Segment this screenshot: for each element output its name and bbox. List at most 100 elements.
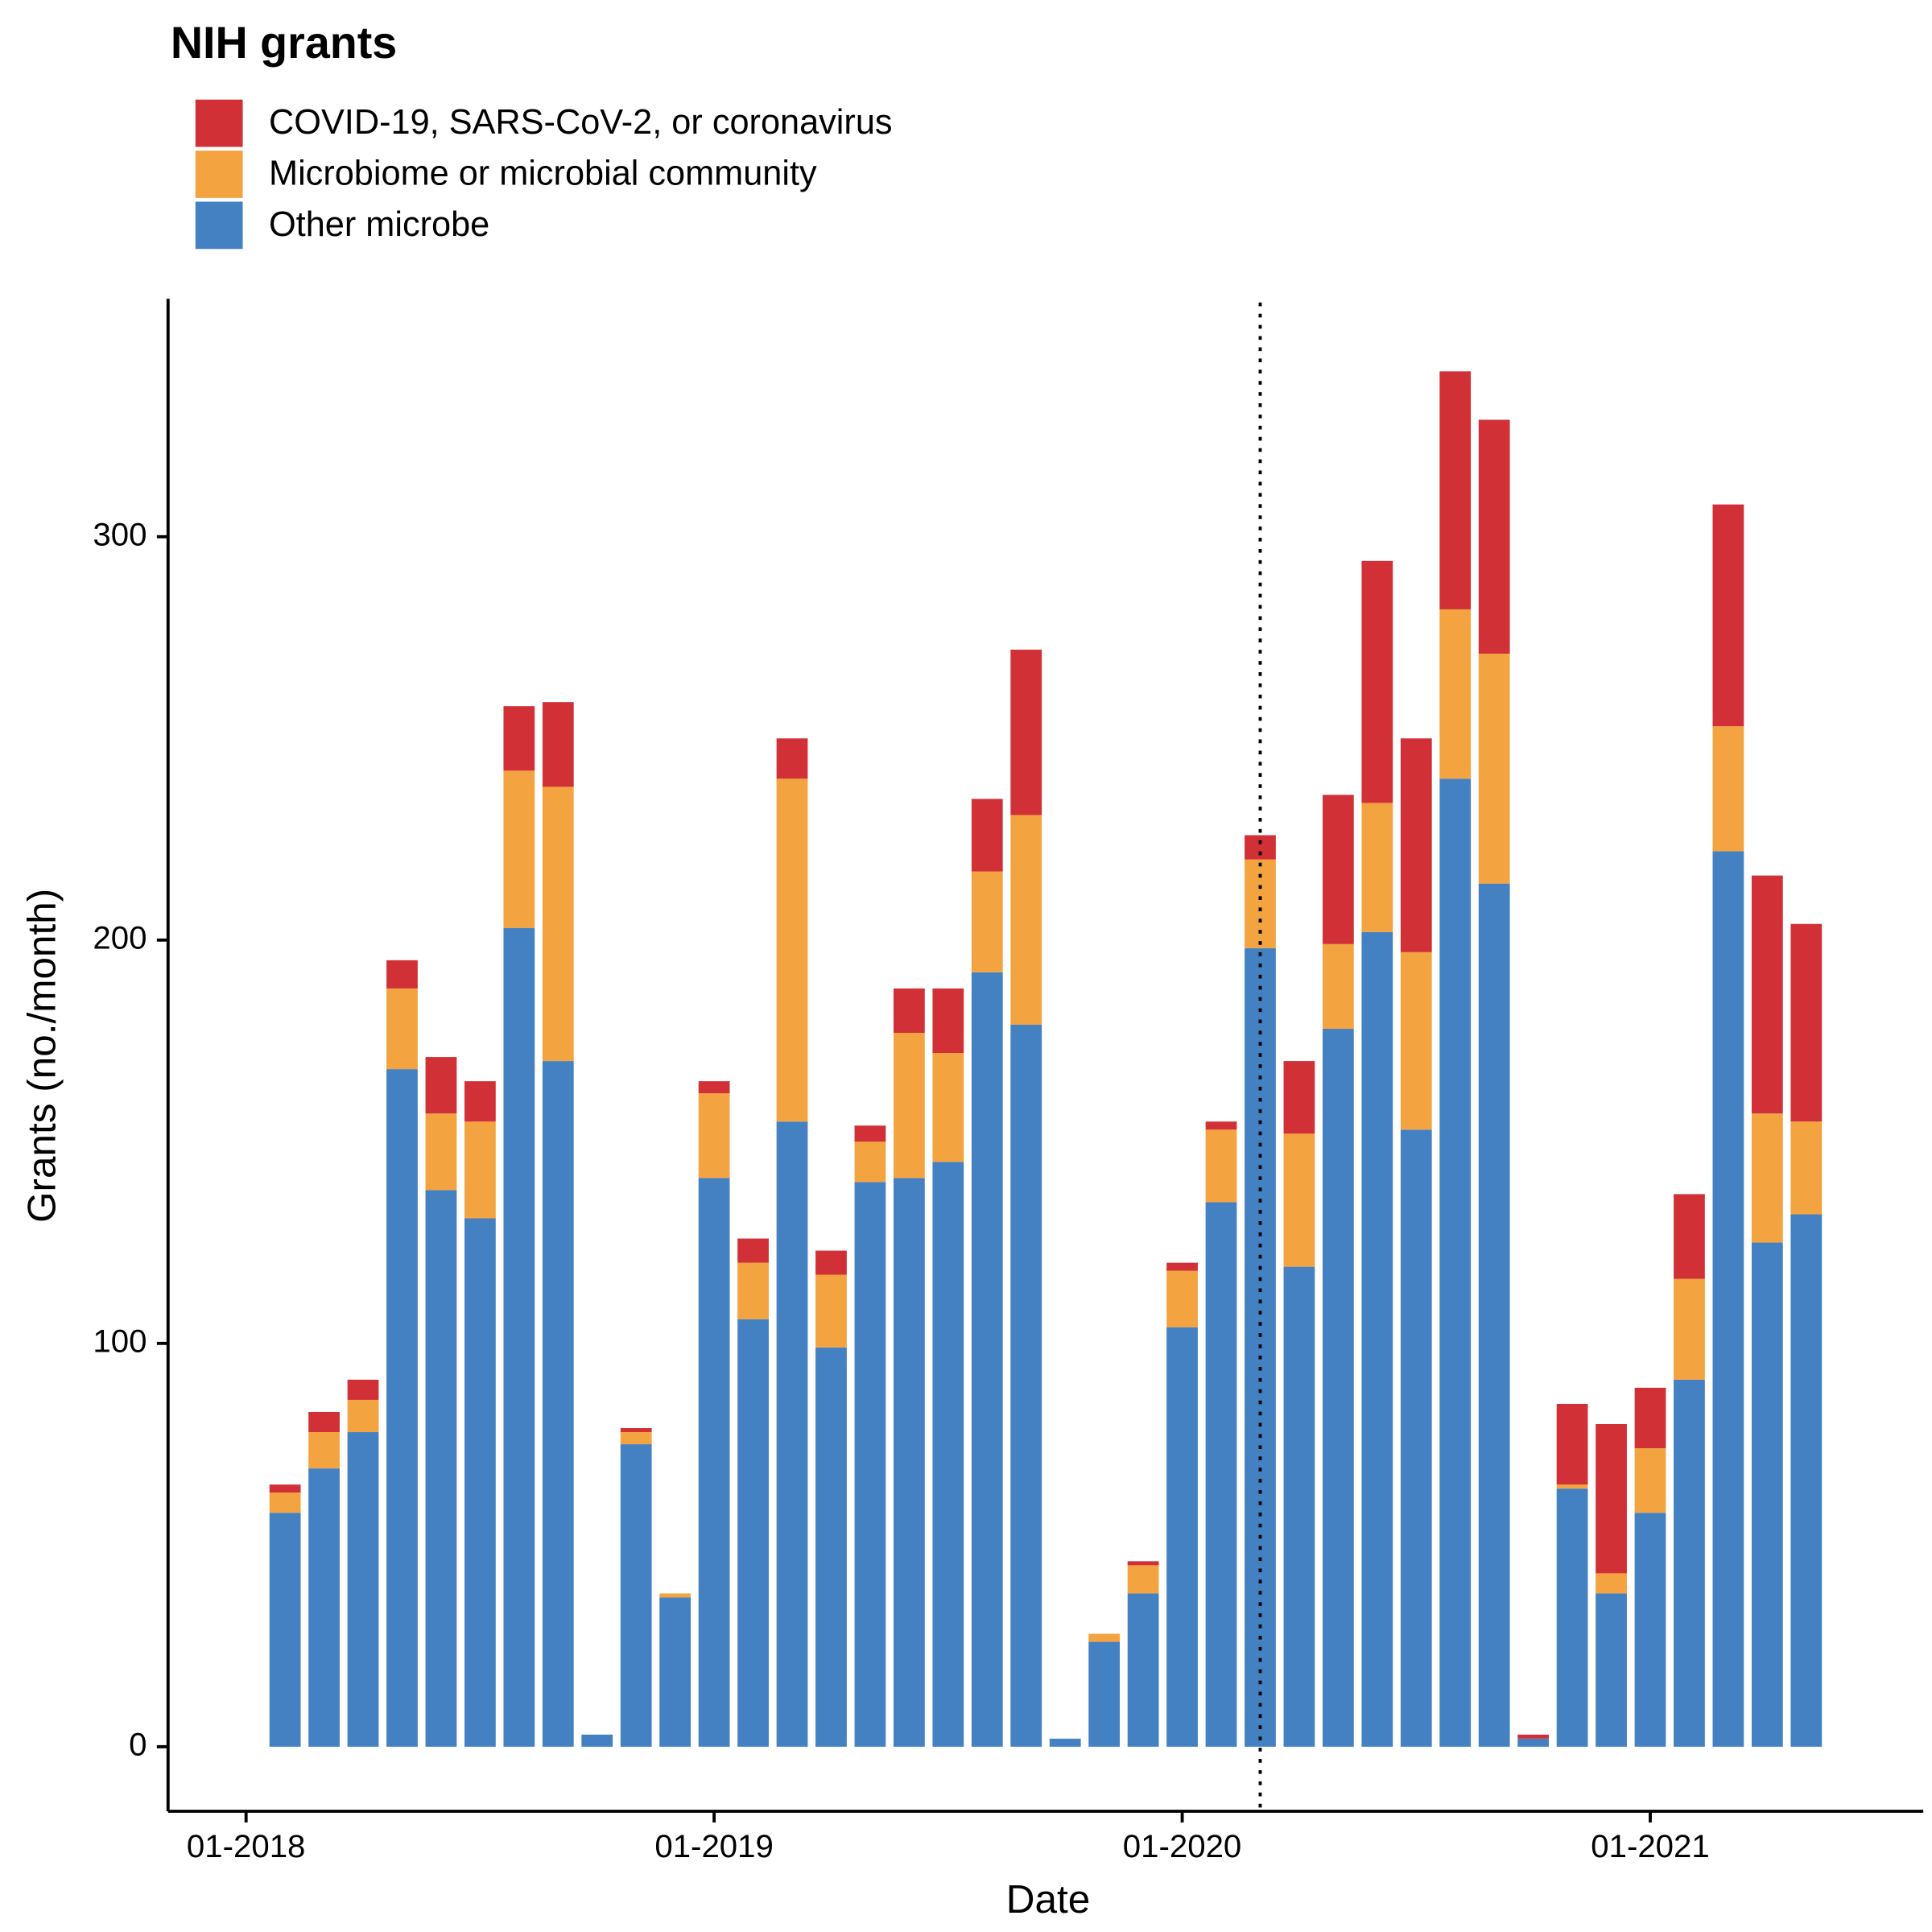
- bar-segment: [737, 1238, 769, 1263]
- bar-segment: [503, 927, 535, 1747]
- bar-segment: [1596, 1573, 1627, 1594]
- bar-segment: [1010, 1024, 1042, 1747]
- y-tick-label: 0: [129, 1726, 147, 1762]
- bar-segment: [894, 988, 925, 1034]
- bar-segment: [1361, 931, 1393, 1747]
- bar-segment: [347, 1379, 379, 1400]
- bar-segment: [1283, 1061, 1315, 1134]
- bar-segment: [776, 1121, 808, 1747]
- bar-segment: [1205, 1129, 1237, 1203]
- bar-segment: [1439, 778, 1472, 1747]
- bar-segment: [1049, 1738, 1081, 1747]
- bar-segment: [854, 1141, 886, 1183]
- bar-segment: [542, 786, 574, 1062]
- bar-segment: [1439, 609, 1472, 779]
- bar-segment: [659, 1593, 691, 1598]
- x-axis-label: Date: [1006, 1877, 1090, 1922]
- chart-title: NIH grants: [171, 18, 397, 68]
- bar-segment: [1712, 851, 1744, 1747]
- bar-segment: [1127, 1593, 1159, 1747]
- bar-segment: [737, 1262, 769, 1319]
- legend-swatch: [195, 201, 243, 250]
- bar-segment: [269, 1513, 301, 1747]
- bar-segment: [464, 1218, 496, 1747]
- bar-segment: [1674, 1379, 1705, 1747]
- bar-segment: [1205, 1121, 1237, 1130]
- bar-segment: [1790, 1214, 1823, 1747]
- bar-segment: [1400, 952, 1432, 1130]
- bar-segment: [776, 778, 808, 1122]
- bar-segment: [1245, 835, 1276, 860]
- bar-segment: [542, 1061, 574, 1747]
- bar-segment: [464, 1121, 496, 1219]
- bar-segment: [1322, 1029, 1354, 1747]
- bar-segment: [1478, 883, 1510, 1747]
- bar-segment: [1400, 1129, 1432, 1747]
- bar-segment: [971, 972, 1003, 1747]
- bar-segment: [386, 1069, 418, 1747]
- legend-label: Other microbe: [269, 205, 489, 244]
- bar-segment: [503, 770, 535, 928]
- bar-segment: [659, 1597, 691, 1747]
- bar-segment: [1790, 1121, 1823, 1215]
- bar-segment: [1712, 504, 1744, 727]
- bar-segment: [1634, 1513, 1666, 1747]
- x-tick-label: 01-2021: [1591, 1828, 1709, 1864]
- bar-segment: [932, 988, 964, 1054]
- bar-segment: [1400, 738, 1432, 952]
- bar-segment: [620, 1444, 652, 1747]
- bar-segment: [425, 1113, 457, 1191]
- bar-segment: [1790, 923, 1823, 1122]
- bar-segment: [308, 1432, 340, 1469]
- bar-segment: [1322, 943, 1354, 1029]
- bar-segment: [1556, 1484, 1588, 1489]
- bar-segment: [971, 799, 1003, 872]
- bar-segment: [308, 1468, 340, 1747]
- bar-segment: [815, 1274, 847, 1348]
- x-tick-label: 01-2019: [654, 1828, 774, 1864]
- bar-segment: [1166, 1327, 1198, 1747]
- bar-segment: [1361, 560, 1393, 803]
- y-tick-label: 300: [93, 516, 147, 552]
- bar-segment: [1596, 1424, 1627, 1574]
- bar-segment: [1166, 1262, 1198, 1271]
- bar-segment: [932, 1162, 964, 1747]
- bar-segment: [1596, 1593, 1627, 1747]
- bar-segment: [1088, 1633, 1121, 1642]
- bar-segment: [1127, 1565, 1159, 1594]
- bar-segment: [854, 1125, 886, 1142]
- legend-label: COVID-19, SARS-CoV-2, or coronavirus: [269, 103, 893, 142]
- x-tick-label: 01-2020: [1123, 1828, 1242, 1864]
- bar-segment: [269, 1484, 301, 1493]
- bar-segment: [1517, 1734, 1550, 1739]
- bar-segment: [503, 706, 535, 771]
- bar-segment: [1127, 1561, 1159, 1566]
- bar-segment: [1634, 1387, 1666, 1449]
- bar-segment: [1283, 1133, 1315, 1267]
- bar-segment: [1751, 1113, 1783, 1243]
- bar-segment: [620, 1428, 652, 1433]
- bar-segment: [308, 1411, 340, 1433]
- bar-segment: [1751, 875, 1783, 1114]
- bar-segment: [971, 871, 1003, 972]
- bar-segment: [1556, 1403, 1588, 1485]
- bar-segment: [1674, 1278, 1705, 1380]
- bar-segment: [1322, 795, 1354, 944]
- bar-segment: [737, 1319, 769, 1747]
- bar-segment: [1205, 1202, 1237, 1747]
- bar-segment: [620, 1432, 652, 1445]
- bar-segment: [1010, 650, 1042, 815]
- bar-segment: [1634, 1448, 1666, 1513]
- bar-segment: [854, 1182, 886, 1747]
- bar-segment: [542, 702, 574, 787]
- bar-segment: [347, 1399, 379, 1433]
- bar-segment: [698, 1178, 730, 1747]
- bar-segment: [815, 1347, 847, 1747]
- bar-segment: [1245, 859, 1276, 948]
- bar-segment: [347, 1432, 379, 1747]
- bar-segment: [1283, 1266, 1315, 1747]
- bar-segment: [1439, 371, 1472, 609]
- bar-segment: [1361, 803, 1393, 932]
- bar-segment: [894, 1178, 925, 1747]
